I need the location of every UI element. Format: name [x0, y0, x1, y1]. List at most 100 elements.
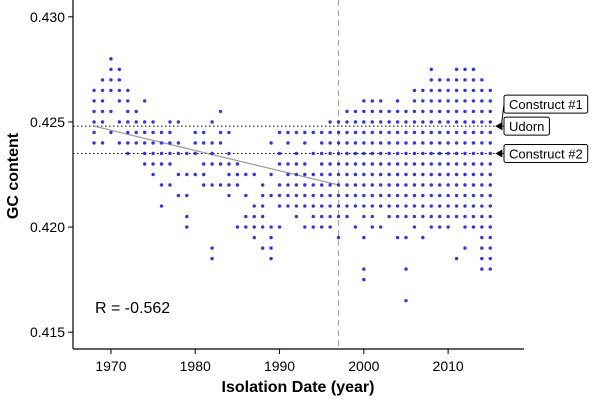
data-point — [480, 130, 484, 135]
regression-line-layer — [93, 125, 339, 186]
data-point — [210, 141, 214, 145]
data-point — [378, 193, 383, 198]
data-point — [471, 99, 476, 103]
data-point — [159, 141, 164, 145]
data-point — [319, 162, 324, 166]
data-point — [429, 214, 433, 219]
data-point — [235, 225, 240, 229]
data-point — [319, 183, 324, 187]
data-point — [463, 67, 467, 72]
data-point — [142, 151, 147, 156]
data-point — [488, 172, 492, 177]
data-point — [421, 193, 425, 198]
data-point — [370, 225, 374, 229]
data-point — [480, 225, 484, 229]
data-point — [480, 151, 484, 156]
data-point — [294, 204, 299, 208]
data-point — [488, 246, 492, 250]
data-point — [412, 99, 417, 103]
data-point — [471, 67, 476, 72]
data-point — [362, 277, 366, 282]
data-point — [362, 162, 366, 166]
data-point — [311, 193, 315, 198]
data-point — [463, 120, 467, 124]
data-point — [319, 151, 324, 156]
data-point — [227, 172, 231, 177]
data-point — [336, 204, 341, 208]
data-point — [353, 162, 358, 166]
data-point — [429, 225, 433, 229]
data-point — [471, 162, 476, 166]
data-point — [454, 151, 459, 156]
data-point — [463, 172, 467, 177]
data-point — [286, 130, 290, 135]
data-point — [387, 120, 391, 124]
data-point — [168, 141, 172, 145]
data-point — [328, 172, 332, 177]
data-point — [353, 204, 358, 208]
data-point — [480, 183, 484, 187]
data-point — [126, 88, 130, 93]
data-point — [387, 141, 391, 145]
data-point — [480, 204, 484, 208]
data-point — [176, 172, 181, 177]
data-point — [336, 130, 341, 135]
data-point — [438, 78, 442, 82]
data-point — [480, 78, 484, 82]
data-point — [100, 88, 105, 93]
data-point — [463, 88, 467, 93]
data-point — [252, 204, 256, 208]
data-point — [117, 78, 122, 82]
data-point — [353, 151, 358, 156]
data-point — [92, 130, 96, 135]
data-point — [126, 120, 130, 124]
data-point — [185, 225, 189, 229]
data-point — [151, 141, 155, 145]
data-point — [345, 130, 349, 135]
data-point — [353, 109, 358, 114]
data-point — [421, 183, 425, 187]
data-point — [134, 120, 138, 124]
data-point — [303, 183, 307, 187]
data-point — [277, 193, 282, 198]
data-point — [421, 120, 425, 124]
data-point — [353, 141, 358, 145]
data-point — [336, 214, 341, 219]
data-point — [151, 172, 155, 177]
data-point — [412, 120, 417, 124]
data-point — [404, 109, 408, 114]
data-point — [488, 204, 492, 208]
data-point — [353, 193, 358, 198]
data-point — [328, 193, 332, 198]
data-point — [294, 183, 299, 187]
data-point — [438, 120, 442, 124]
data-point — [227, 193, 231, 198]
data-point — [294, 162, 299, 166]
data-point — [185, 172, 189, 177]
data-point — [438, 99, 442, 103]
data-point — [345, 172, 349, 177]
data-point — [193, 141, 197, 145]
data-point — [277, 162, 282, 166]
data-point — [395, 162, 400, 166]
data-point — [438, 141, 442, 145]
data-point — [117, 67, 122, 72]
data-point — [370, 214, 374, 219]
data-point — [244, 172, 248, 177]
data-point — [303, 225, 307, 229]
data-point — [126, 151, 130, 156]
data-point — [168, 162, 172, 166]
annotation-arrow-icon — [495, 149, 503, 158]
data-point — [446, 88, 450, 93]
data-point — [471, 193, 476, 198]
data-point — [126, 141, 130, 145]
data-point — [454, 162, 459, 166]
x-tick-label: 1980 — [180, 358, 211, 374]
data-point — [421, 99, 425, 103]
data-point — [218, 130, 223, 135]
data-point — [260, 214, 265, 219]
data-point — [412, 162, 417, 166]
data-point — [421, 214, 425, 219]
data-point — [488, 214, 492, 219]
